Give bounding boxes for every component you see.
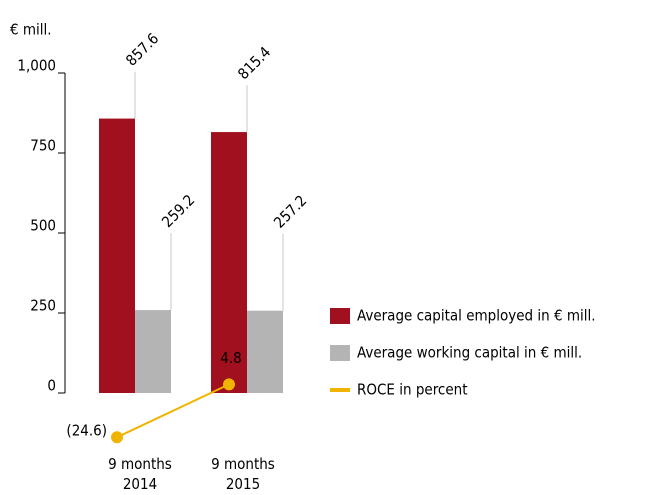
roce-point (111, 431, 123, 444)
y-tick-label: 1,000 (17, 57, 56, 75)
legend-swatch (330, 388, 350, 392)
data-label: 815.4 (234, 43, 274, 83)
legend-label: ROCE in percent (357, 381, 467, 399)
bar (135, 310, 171, 393)
roce-line (116, 383, 230, 439)
y-tick-label: 0 (47, 377, 56, 395)
y-tick-label: 750 (30, 137, 56, 155)
data-label: 257.2 (270, 192, 310, 232)
roce-label: (24.6) (66, 422, 107, 440)
data-label: 857.6 (122, 30, 162, 70)
y-tick-label: 250 (30, 297, 56, 315)
y-tick-label: 500 (30, 217, 56, 235)
legend-swatch (330, 308, 350, 324)
legend-label: Average working capital in € mill. (357, 344, 582, 362)
roce-point (223, 378, 235, 391)
data-label: 259.2 (158, 191, 198, 231)
y-axis-label: € mill. (10, 21, 52, 39)
legend-label: Average capital employed in € mill. (357, 307, 596, 325)
roce-label: 4.8 (220, 349, 241, 367)
bar (99, 118, 135, 394)
x-tick-label: 9 months 2014 (108, 455, 172, 493)
bar (247, 310, 283, 393)
x-tick-label: 9 months 2015 (211, 455, 275, 493)
bar (211, 132, 247, 393)
legend-swatch (330, 345, 350, 361)
